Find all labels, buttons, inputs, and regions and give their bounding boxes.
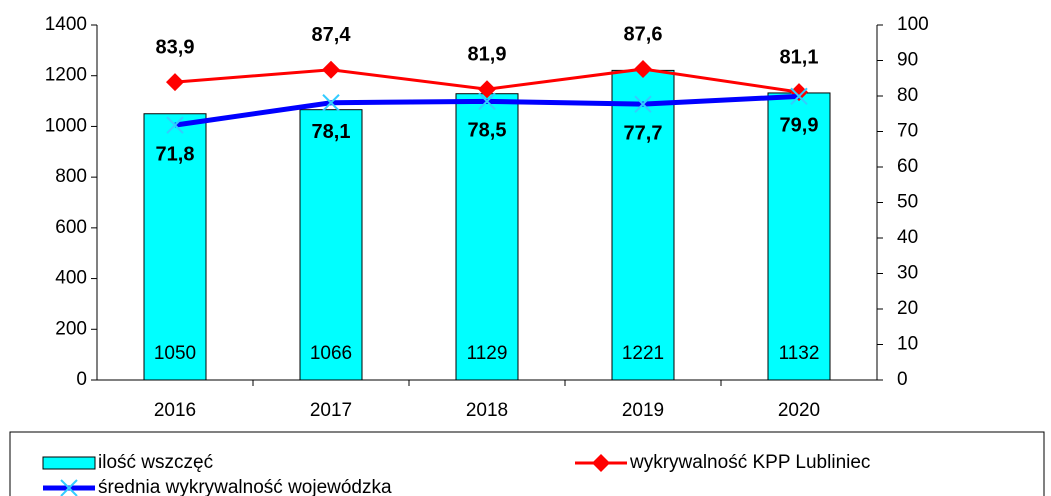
marker [634,95,652,113]
y2-tick-label: 100 [897,14,929,35]
y2-tick-label: 20 [897,298,918,319]
legend-label: średnia wykrywalność wojewódzka [98,477,392,496]
y2-tick-label: 70 [897,121,918,142]
data-label: 79,9 [780,115,819,137]
data-label: 87,6 [624,23,663,45]
y2-tick-label: 40 [897,227,918,248]
bar [611,69,675,381]
data-label: 81,9 [468,44,507,66]
bar-value-label: 1132 [779,343,820,364]
y-tick-label: 0 [76,369,87,390]
x-tick-label: 2020 [778,400,820,421]
data-label: 78,5 [468,120,507,142]
marker [634,60,652,79]
y-tick-label: 1000 [45,115,87,136]
y-tick-label: 200 [55,318,87,339]
marker [478,92,496,111]
y-tick-label: 1200 [45,65,87,86]
marker [322,60,340,79]
marker [478,80,496,99]
x-tick-label: 2016 [154,400,196,421]
legend-box [9,431,1045,496]
bar-value-label: 1050 [154,343,196,364]
y2-tick-label: 60 [897,156,918,177]
data-label: 83,9 [156,36,195,58]
y-tick-label: 800 [55,166,87,187]
bar-value-label: 1221 [622,343,664,364]
legend-label: ilość wszczęć [98,452,213,473]
marker [60,479,78,496]
data-label: 77,7 [624,122,663,144]
data-label: 78,1 [312,121,351,143]
y-tick-label: 1400 [45,14,87,35]
bar [299,109,363,381]
y2-tick-label: 80 [897,85,918,106]
y-tick-label: 400 [55,268,87,289]
marker [592,454,610,472]
legend-swatch [42,456,96,470]
marker [790,87,808,106]
bar [455,93,519,381]
marker [166,73,184,92]
y-tick-label: 600 [55,217,87,238]
bar [767,92,831,381]
x-tick-label: 2018 [466,400,508,421]
bar-value-label: 1066 [310,343,352,364]
x-tick-label: 2017 [310,400,352,421]
y2-tick-label: 90 [897,50,918,71]
data-label: 87,4 [312,24,352,46]
y2-tick-label: 10 [897,334,918,355]
x-tick-label: 2019 [622,400,664,421]
data-label: 71,8 [156,143,195,165]
marker [166,116,184,134]
bar [143,113,207,381]
y2-tick-label: 0 [897,369,908,390]
legend-label: wykrywalność KPP Lubliniec [629,452,870,473]
y2-tick-label: 30 [897,263,918,284]
y2-tick-label: 50 [897,192,918,213]
bar-value-label: 1129 [467,343,508,364]
data-label: 81,1 [780,46,819,68]
marker [322,94,340,112]
